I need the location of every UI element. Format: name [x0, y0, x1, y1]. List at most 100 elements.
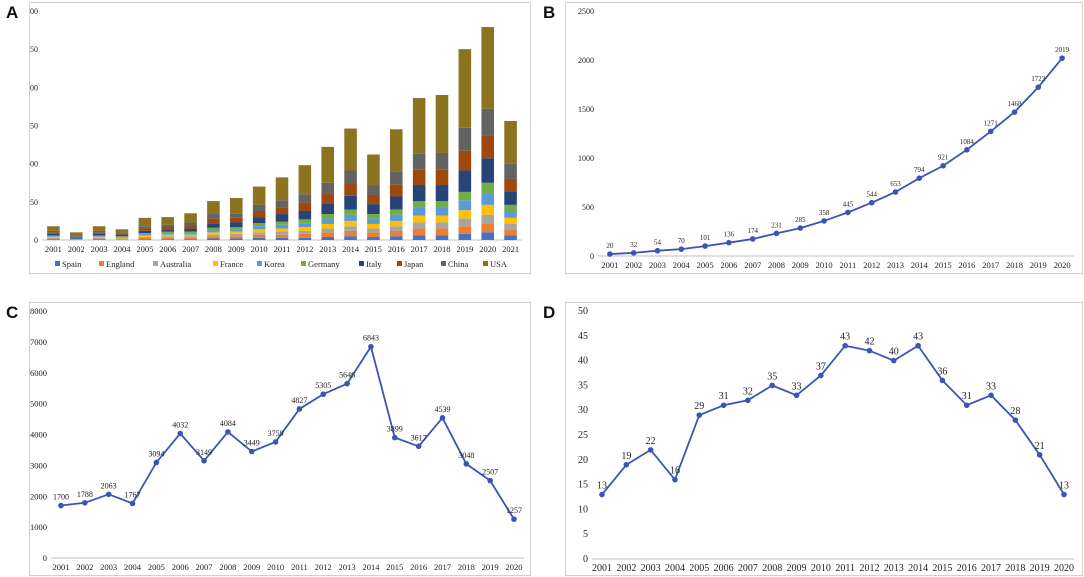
data-point [987, 128, 994, 135]
bar-segment-japan [47, 232, 60, 234]
data-point [868, 199, 875, 206]
bar-segment-england [435, 228, 449, 236]
y-tick-label: 35 [578, 380, 588, 391]
x-tick-label: 2004 [673, 260, 691, 270]
bar-segment-france [390, 220, 403, 227]
bar-segment-france [161, 234, 174, 237]
y-tick-label: 6000 [30, 368, 47, 378]
data-label: 13 [1059, 481, 1069, 492]
y-tick-label: 4000 [30, 430, 47, 440]
x-tick-label: 2020 [1054, 260, 1071, 270]
bar-segment-italy [275, 214, 289, 222]
bar-segment-usa [184, 213, 197, 223]
data-point [890, 357, 897, 364]
bar-segment-china [412, 153, 426, 170]
bar-segment-australia [161, 236, 174, 238]
data-point [793, 392, 800, 399]
bar-segment-australia [321, 228, 334, 233]
bar-segment-germany [344, 209, 357, 215]
bar-segment-spain [252, 237, 266, 240]
bar-segment-korea [47, 236, 60, 237]
x-tick-label: 2013 [884, 563, 904, 574]
bar-segment-australia [412, 222, 426, 229]
x-tick-label: 2015 [935, 260, 952, 270]
bar-segment-france [92, 236, 106, 238]
bar-segment-japan [207, 218, 220, 224]
bar-segment-usa [230, 198, 243, 214]
data-label: 1700 [53, 493, 69, 502]
x-tick-label: 2018 [1005, 563, 1025, 574]
data-point [391, 434, 398, 441]
bar-segment-usa [367, 154, 380, 186]
x-tick-label: 2008 [205, 244, 222, 254]
data-label: 101 [700, 234, 711, 242]
x-tick-label: 2004 [665, 563, 685, 574]
data-label: 3149 [196, 448, 212, 457]
x-tick-label: 2017 [411, 244, 428, 254]
bar-segment-italy [481, 158, 494, 183]
data-point [487, 477, 493, 484]
x-tick-label: 2002 [625, 260, 642, 270]
y-tick-label: 0 [34, 236, 38, 245]
data-point [915, 342, 921, 349]
data-point [177, 430, 184, 437]
bar-segment-italy [458, 170, 472, 192]
x-tick-label: 2017 [981, 563, 1001, 574]
bar-segment-korea [115, 236, 129, 238]
legend: Spain England Australia France Korea Germany I… [55, 259, 508, 269]
bar-segment-korea [321, 218, 334, 224]
data-point [1059, 55, 1065, 61]
chart-panel-d: 0 5 10 15 20 25 30 35 40 45 50 2001 2002 2003 2004 2005… [565, 302, 1083, 576]
y-tick-label: 0 [583, 554, 588, 565]
data-label: 32 [743, 386, 753, 397]
bar-segment-spain [458, 233, 472, 240]
panel-label-a: A [6, 3, 19, 22]
bar-segment-germany [390, 209, 403, 215]
legend-label: Japan [404, 259, 424, 269]
bar-segment-spain [412, 235, 426, 240]
bar-segment-italy [321, 203, 334, 215]
x-tick-label: 2002 [616, 563, 636, 574]
x-tick-label: 2010 [811, 563, 831, 574]
x-tick-label: 2019 [1030, 260, 1047, 270]
data-point [939, 377, 946, 384]
x-tick-label: 2021 [502, 244, 519, 254]
bar-segment-italy [47, 233, 60, 236]
data-point [463, 461, 470, 467]
bar-segment-italy [252, 217, 266, 224]
x-tick-label: 2009 [792, 260, 809, 270]
data-point [797, 225, 804, 231]
data-point [963, 402, 970, 409]
bar-segment-japan [435, 169, 449, 186]
bar-segment-england [47, 238, 60, 240]
legend-label: England [106, 259, 135, 269]
bar-segment-england [138, 237, 152, 240]
bar-segment-china [435, 152, 449, 170]
x-tick-label: 2008 [768, 260, 785, 270]
data-point [296, 406, 303, 412]
bar-segment-japan [412, 169, 426, 186]
x-tick-label: 2006 [714, 563, 734, 574]
data-point [201, 457, 207, 464]
x-tick-label: 2014 [911, 260, 929, 270]
bar-segment-england [184, 237, 197, 240]
x-tick-label: 2002 [76, 562, 93, 572]
data-label: 35 [767, 371, 777, 382]
legend-label: Italy [366, 259, 382, 269]
x-tick-label: 2007 [182, 244, 199, 254]
data-point [720, 402, 727, 409]
data-label: 1257 [506, 506, 522, 515]
bar-segment-england [298, 233, 312, 238]
y-tick-label: 2000 [30, 491, 47, 501]
bar-segment-usa [115, 229, 129, 233]
x-tick-label: 2003 [91, 244, 108, 254]
x-tick-label: 2006 [159, 244, 176, 254]
bar-segment-australia [207, 234, 220, 237]
bar-segment-spain [298, 237, 312, 240]
x-tick-label: 2009 [243, 562, 260, 572]
stacked-bar-chart-a: 0 50 100 150 200 250 300 2001 2002 2003 2004 2005 20… [30, 7, 522, 269]
bar-segment-japan [252, 210, 266, 218]
x-tick-label: 2003 [641, 563, 661, 574]
legend-swatch-germany [301, 261, 306, 266]
y-tick-label: 25 [578, 430, 588, 441]
